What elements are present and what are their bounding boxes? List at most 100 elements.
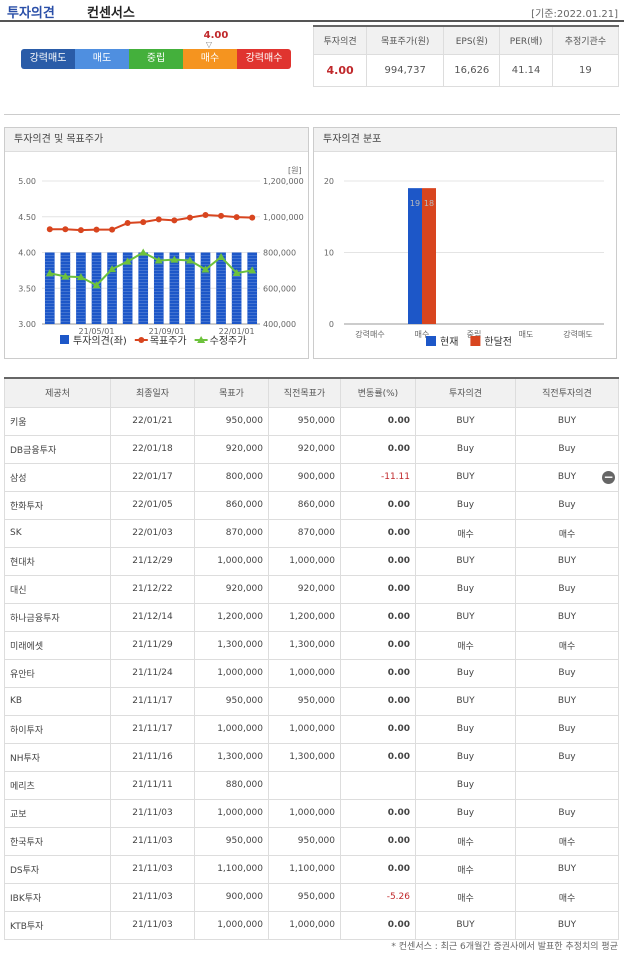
table-cell: 매수 bbox=[415, 854, 516, 884]
column-header: 최종일자 bbox=[110, 377, 195, 408]
table-cell: 21/11/24 bbox=[110, 658, 195, 688]
section-title-blue: 투자의견 bbox=[7, 6, 55, 21]
table-row: 키움 22/01/21 950,000 950,000 0.00 BUY BUY bbox=[4, 406, 619, 436]
y-right-tick-label: 1,000,000 bbox=[263, 213, 304, 222]
opinion-segment: 강력매수 bbox=[237, 49, 291, 69]
table-cell: 0.00 bbox=[340, 714, 416, 744]
table-cell: 21/11/03 bbox=[110, 826, 195, 856]
table-cell: 880,000 bbox=[194, 770, 269, 800]
minus-circle-icon[interactable]: − bbox=[602, 470, 615, 484]
line-point bbox=[154, 256, 163, 264]
line-point bbox=[46, 226, 53, 233]
divider bbox=[4, 114, 620, 115]
summary-header: 추정기관수 bbox=[551, 25, 620, 55]
table-cell: 1,000,000 bbox=[268, 546, 341, 576]
bar-value-label: 19 bbox=[410, 199, 420, 208]
table-cell: BUY bbox=[415, 546, 516, 576]
table-cell: 1,300,000 bbox=[268, 742, 341, 772]
table-cell: 1,000,000 bbox=[194, 658, 269, 688]
y-right-tick-label: 400,000 bbox=[263, 320, 296, 329]
table-cell: DB금융투자 bbox=[4, 434, 111, 464]
table-cell: 900,000 bbox=[194, 882, 269, 912]
table-cell: 950,000 bbox=[194, 686, 269, 716]
table-row: SK 22/01/03 870,000 870,000 0.00 매수 매수 bbox=[4, 518, 619, 548]
table-cell: Buy bbox=[415, 798, 516, 828]
table-cell: 21/11/17 bbox=[110, 714, 195, 744]
summary-header: EPS(원) bbox=[443, 25, 501, 55]
line-point bbox=[217, 252, 226, 260]
line-point bbox=[108, 265, 117, 273]
table-cell: Buy bbox=[415, 434, 516, 464]
opinion-target-chart-panel: 투자의견 및 목표주가 5.00 1,200,000 4.50 1,000,000 4.… bbox=[4, 127, 309, 359]
table-cell: 1,000,000 bbox=[194, 546, 269, 576]
table-cell: Buy bbox=[515, 490, 619, 520]
x-tick-label: 21/05/01 bbox=[79, 327, 115, 336]
line-point bbox=[109, 226, 116, 233]
opinion-scale-bar: 강력매도 매도 중립 매수 강력매수 bbox=[21, 49, 291, 69]
legend-swatch bbox=[197, 336, 206, 343]
table-cell: 0.00 bbox=[340, 602, 416, 632]
line-point bbox=[61, 272, 70, 280]
section-title: 컨센서스 bbox=[87, 6, 135, 21]
line-point bbox=[171, 217, 178, 224]
table-cell: 매수 bbox=[515, 518, 619, 548]
line-point bbox=[76, 273, 85, 281]
table-cell: 1,100,000 bbox=[268, 854, 341, 884]
table-cell: Buy bbox=[415, 742, 516, 772]
table-cell: BUY bbox=[415, 406, 516, 436]
table-cell: KB bbox=[4, 686, 111, 716]
table-cell: BUY bbox=[515, 910, 619, 940]
table-row: 하나금융투자 21/12/14 1,200,000 1,200,000 0.00 BUY B… bbox=[4, 602, 619, 632]
table-cell: 1,000,000 bbox=[194, 798, 269, 828]
table-cell: BUY bbox=[515, 602, 619, 632]
table-cell: 1,300,000 bbox=[194, 742, 269, 772]
table-cell: KTB투자 bbox=[4, 910, 111, 940]
table-cell: 860,000 bbox=[194, 490, 269, 520]
table-row: 교보 21/11/03 1,000,000 1,000,000 0.00 Buy Buy bbox=[4, 798, 619, 828]
legend-swatch bbox=[470, 336, 481, 346]
table-cell: 950,000 bbox=[268, 686, 341, 716]
table-cell: 1,000,000 bbox=[194, 714, 269, 744]
table-cell: BUY bbox=[415, 910, 516, 940]
legend-label: 수정주가 bbox=[210, 335, 247, 347]
table-cell: 0.00 bbox=[340, 434, 416, 464]
table-row: KTB투자 21/11/03 1,000,000 1,000,000 0.00 BUY BU… bbox=[4, 910, 619, 940]
line-point bbox=[92, 281, 101, 289]
table-cell: 950,000 bbox=[268, 406, 341, 436]
table-cell: 1,200,000 bbox=[268, 602, 341, 632]
table-cell: 22/01/21 bbox=[110, 406, 195, 436]
line-point bbox=[170, 255, 179, 263]
table-cell: 950,000 bbox=[268, 882, 341, 912]
table-cell: 870,000 bbox=[194, 518, 269, 548]
table-row: DB금융투자 22/01/18 920,000 920,000 0.00 Buy Buy bbox=[4, 434, 619, 464]
x-tick-label: 강력매도 bbox=[563, 329, 592, 339]
table-cell: Buy bbox=[515, 434, 619, 464]
table-cell: 1,100,000 bbox=[194, 854, 269, 884]
table-cell: Buy bbox=[415, 714, 516, 744]
chart-title: 투자의견 분포 bbox=[314, 128, 616, 152]
table-cell: DS투자 bbox=[4, 854, 111, 884]
column-header: 목표가 bbox=[194, 377, 269, 408]
summary-value: 19 bbox=[551, 53, 620, 87]
line-point bbox=[155, 216, 162, 223]
column-header: 직전투자의견 bbox=[515, 377, 619, 408]
table-cell: SK bbox=[4, 518, 111, 548]
table-cell: 하이투자 bbox=[4, 714, 111, 744]
table-row: DS투자 21/11/03 1,100,000 1,100,000 0.00 매수 BUY bbox=[4, 854, 619, 884]
table-cell: Buy bbox=[415, 770, 516, 800]
legend-label: 현재 bbox=[440, 336, 458, 348]
table-cell: 920,000 bbox=[268, 574, 341, 604]
table-cell: 매수 bbox=[515, 882, 619, 912]
footnote: * 컨센서스 : 최근 6개월간 증권사에서 발표한 추정치의 평균 bbox=[391, 942, 618, 952]
line-point bbox=[140, 219, 147, 226]
table-row: 대신 21/12/22 920,000 920,000 0.00 Buy Buy bbox=[4, 574, 619, 604]
summary-value: 16,626 bbox=[443, 53, 501, 87]
legend-swatch bbox=[426, 336, 436, 346]
table-cell bbox=[515, 770, 619, 800]
table-cell: 하나금융투자 bbox=[4, 602, 111, 632]
table-cell: 22/01/05 bbox=[110, 490, 195, 520]
table-cell: 21/11/03 bbox=[110, 910, 195, 940]
table-cell: BUY bbox=[415, 602, 516, 632]
line-point bbox=[185, 256, 194, 264]
